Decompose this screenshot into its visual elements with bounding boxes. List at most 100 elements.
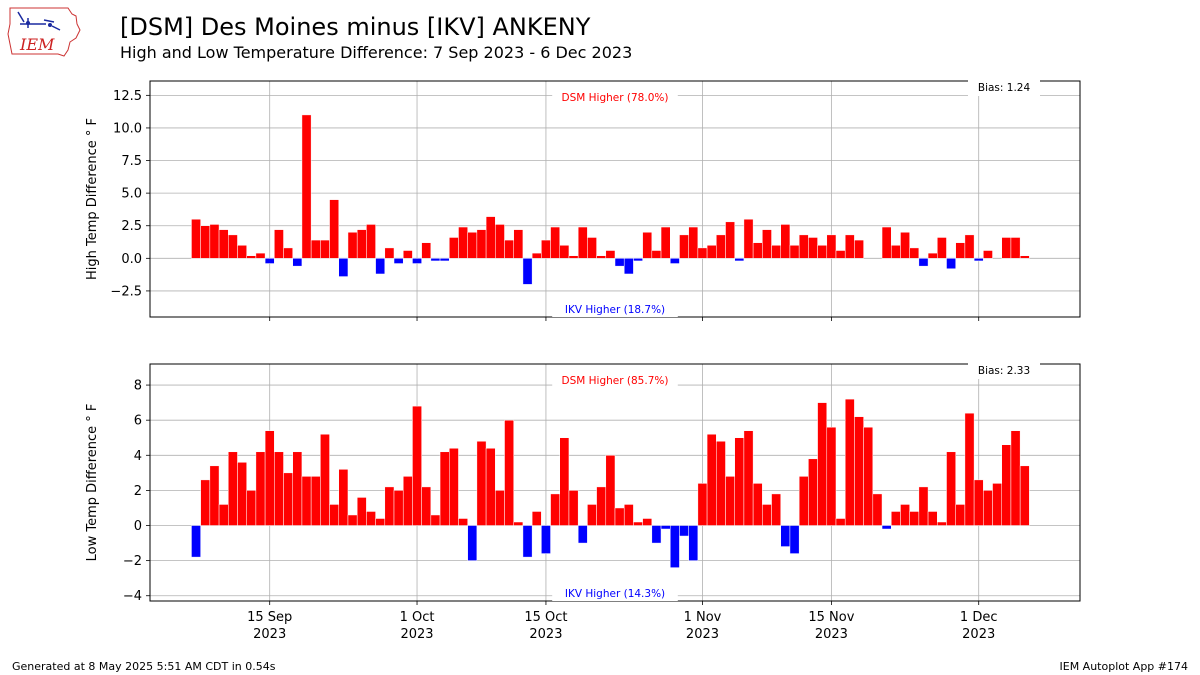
bar: [439, 451, 450, 526]
bar: [716, 440, 726, 526]
bar: [209, 465, 220, 526]
bar: [504, 239, 514, 259]
bar: [725, 476, 735, 526]
bar: [817, 245, 828, 259]
bar: [854, 416, 864, 526]
bar: [651, 250, 662, 259]
y-tick-label: 10.0: [113, 121, 142, 136]
bar: [918, 258, 929, 267]
bar: [449, 448, 459, 526]
bar: [881, 226, 892, 259]
bar: [366, 511, 376, 526]
page-title: [DSM] Des Moines minus [IKV] ANKENY: [120, 13, 591, 41]
bar: [218, 229, 229, 259]
bar: [937, 521, 947, 526]
y-tick-label: 2.5: [121, 219, 142, 234]
dsm-higher-label: DSM Higher (78.0%): [562, 92, 669, 104]
bar: [246, 490, 257, 526]
bar: [513, 229, 524, 259]
bar: [909, 511, 920, 526]
bar: [918, 486, 929, 526]
bar: [789, 525, 800, 554]
bar: [366, 224, 376, 259]
bar: [983, 490, 993, 526]
bar: [421, 486, 432, 526]
y-tick-label: 5.0: [121, 187, 142, 202]
bar: [237, 245, 247, 259]
bias-label: Bias: 1.24: [978, 82, 1031, 94]
bar: [780, 224, 791, 259]
bar: [338, 258, 349, 277]
bar: [384, 486, 395, 526]
y-tick-label: 4: [134, 449, 142, 464]
bar: [1001, 237, 1012, 259]
bar: [467, 525, 478, 561]
bar: [1019, 255, 1030, 259]
bar: [550, 226, 560, 259]
x-tick-year-label: 2023: [686, 627, 719, 642]
bar: [614, 258, 625, 267]
bar: [255, 252, 266, 259]
bar: [541, 239, 551, 259]
bar: [264, 430, 275, 526]
bar: [347, 514, 358, 526]
bar: [495, 224, 505, 259]
bar: [458, 518, 468, 526]
bar: [1010, 237, 1021, 259]
page-subtitle: High and Low Temperature Difference: 7 S…: [120, 43, 633, 62]
bar: [356, 229, 367, 259]
bar: [587, 504, 597, 526]
chart-panel-high: −2.5 0.0 2.5 5.0 7.5 10.0 12.5 High Temp Differ…: [85, 79, 1081, 321]
bar: [789, 245, 800, 259]
bar: [559, 437, 570, 526]
bar: [798, 234, 809, 259]
bar: [393, 490, 404, 526]
y-tick-label: −4: [123, 589, 142, 604]
ikv-higher-label: IKV Higher (14.3%): [565, 588, 665, 600]
bar: [633, 521, 643, 526]
bar: [384, 247, 395, 259]
bar: [393, 258, 404, 264]
bar: [375, 258, 386, 275]
bar: [706, 433, 717, 526]
bar: [752, 242, 763, 259]
y-axis-label: Low Temp Difference ° F: [85, 404, 100, 562]
bar: [402, 250, 413, 259]
bar: [716, 234, 726, 259]
bar: [973, 479, 984, 526]
bar: [191, 525, 201, 558]
x-tick-label: 1 Nov: [684, 610, 722, 625]
bar: [430, 514, 441, 526]
y-tick-label: 0: [134, 519, 142, 534]
dsm-higher-label-box: [552, 90, 678, 105]
bar: [670, 525, 680, 568]
bar: [651, 525, 662, 544]
bias-box: [968, 79, 1040, 96]
y-tick-label: 6: [134, 414, 142, 429]
bar: [854, 239, 864, 259]
x-tick-label: 15 Oct: [524, 610, 567, 625]
bar: [983, 250, 993, 259]
bar: [274, 451, 284, 526]
bar: [900, 504, 910, 526]
bar: [725, 221, 735, 259]
bar: [329, 504, 340, 526]
bar: [697, 483, 708, 526]
x-tick-year-label: 2023: [815, 627, 848, 642]
x-tick-label: 15 Nov: [808, 610, 854, 625]
bar: [964, 412, 975, 526]
bar: [301, 114, 312, 259]
bar: [872, 493, 883, 526]
y-tick-label: 2: [134, 484, 142, 499]
bar: [817, 402, 828, 526]
bar: [844, 234, 855, 259]
bar: [771, 493, 781, 526]
bar: [485, 216, 496, 259]
bar: [228, 234, 238, 259]
bar: [826, 234, 837, 259]
bar: [890, 511, 901, 526]
bar: [292, 258, 303, 267]
bar: [992, 483, 1002, 526]
x-tick-label: 1 Oct: [400, 610, 435, 625]
